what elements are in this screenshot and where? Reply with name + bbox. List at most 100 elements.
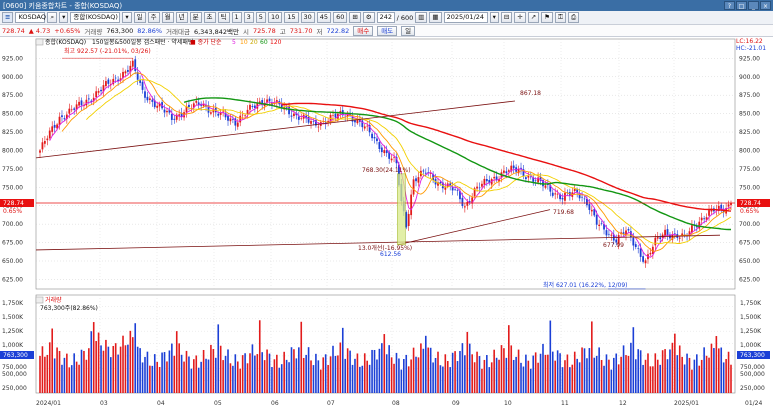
x-label-04: 04 xyxy=(157,400,165,407)
candle-body xyxy=(185,106,188,113)
candle-body xyxy=(100,89,102,92)
date-input[interactable]: 2025/01/24 xyxy=(443,12,488,23)
print-icon[interactable]: ⎙ xyxy=(567,12,580,23)
volume-bar xyxy=(661,350,664,393)
current-price: 728.74 xyxy=(2,26,25,35)
volume-bar xyxy=(85,359,88,393)
candle-body xyxy=(703,218,706,220)
volume-bar xyxy=(503,348,505,393)
candle-body xyxy=(546,184,549,186)
tab-period-week[interactable]: 주 xyxy=(147,12,160,23)
volume-bar xyxy=(285,359,288,393)
volume-bar xyxy=(363,353,366,393)
candle-body xyxy=(354,120,356,123)
candle-body xyxy=(87,98,90,100)
volume-bar xyxy=(664,349,666,393)
tab-period-month[interactable]: 월 xyxy=(161,12,174,23)
settings-icon[interactable]: ⚙ xyxy=(362,12,375,23)
tab-period-year[interactable]: 년 xyxy=(175,12,188,23)
volume-bar xyxy=(600,359,603,393)
candle-body xyxy=(119,78,122,81)
amount-value: 6,343,842백만 xyxy=(193,27,240,36)
change-percent: +0.65% xyxy=(54,26,81,35)
candle-body xyxy=(454,189,456,190)
interval-10[interactable]: 10 xyxy=(267,12,283,23)
legend-toggle-icon[interactable] xyxy=(35,38,44,46)
volume-bar xyxy=(534,352,537,393)
daily-button[interactable]: 일 xyxy=(401,25,416,36)
volume-bar xyxy=(156,361,159,393)
dec-annotation: 677.99 xyxy=(603,242,624,249)
volume-bar xyxy=(449,367,452,393)
lock-icon[interactable]: ⚿ xyxy=(555,12,566,23)
volume-bar xyxy=(437,351,439,393)
candle-body xyxy=(532,177,535,182)
candle-body xyxy=(605,230,608,236)
volume-bar xyxy=(136,346,139,393)
chevron-down-icon[interactable]: ▾ xyxy=(489,12,499,23)
restore-button[interactable]: □ xyxy=(736,1,747,10)
candle-body xyxy=(310,121,312,124)
tab-period-tick[interactable]: 틱 xyxy=(217,12,230,23)
tab-period-second[interactable]: 초 xyxy=(203,12,216,23)
interval-30[interactable]: 30 xyxy=(300,12,315,23)
candle-body xyxy=(383,150,386,154)
close-button[interactable]: × xyxy=(760,1,771,10)
buy-button[interactable]: 매수 xyxy=(353,25,374,36)
volume-bar xyxy=(539,353,542,393)
volume-bar xyxy=(654,353,657,393)
amount-label: 거래대금 xyxy=(166,27,190,36)
chevron-down-icon[interactable]: ▾ xyxy=(122,12,132,23)
volume-bar xyxy=(727,351,730,393)
volume-toggle-icon[interactable] xyxy=(35,296,44,304)
interval-3[interactable]: 3 xyxy=(243,12,254,23)
candle-body xyxy=(48,130,51,139)
interval-5[interactable]: 5 xyxy=(255,12,266,23)
bar-chart-icon[interactable]: ▥ xyxy=(415,12,428,23)
menu-icon[interactable]: ≡ xyxy=(2,12,14,23)
interval-15[interactable]: 15 xyxy=(284,12,299,23)
candle-body xyxy=(449,183,452,186)
code-input[interactable]: KOSDAQ xyxy=(15,12,46,23)
zoom-icon[interactable]: ⊞ xyxy=(349,12,361,23)
calendar-icon[interactable]: ▦ xyxy=(429,12,442,23)
price-chart[interactable]: 925.00 925.00 900.00 900.00 875.00 875.00 850.… xyxy=(0,37,773,407)
candle-body xyxy=(75,104,78,110)
minimize-button[interactable]: _ xyxy=(748,1,759,10)
candle-body xyxy=(97,91,100,93)
search-icon[interactable]: ⌕ xyxy=(47,12,58,23)
candle-body xyxy=(180,112,183,117)
candle-body xyxy=(691,225,693,233)
candle-body xyxy=(253,105,256,108)
count-input[interactable]: 242 xyxy=(376,12,395,23)
tab-period-minute[interactable]: 분 xyxy=(189,12,202,23)
volume-bar xyxy=(486,355,488,393)
candle-body xyxy=(595,215,598,225)
volume-bar xyxy=(417,357,420,393)
interval-45[interactable]: 45 xyxy=(316,12,332,23)
candle-body xyxy=(708,210,710,216)
interval-1[interactable]: 1 xyxy=(231,12,242,23)
grid-icon[interactable]: ⊟ xyxy=(500,12,513,23)
volume-bar xyxy=(698,365,701,393)
volume-bar xyxy=(385,354,388,393)
crosshair-icon[interactable]: ✛ xyxy=(514,12,526,23)
candle-body xyxy=(503,170,505,173)
volume-bar xyxy=(131,337,134,393)
candle-body xyxy=(65,114,68,119)
flag-icon[interactable]: ⚑ xyxy=(541,12,554,23)
volume-bar xyxy=(730,364,732,393)
interval-60[interactable]: 60 xyxy=(333,12,348,23)
volume-bar xyxy=(461,343,464,393)
tab-period-day[interactable]: 일 xyxy=(133,12,146,23)
candle-body xyxy=(53,124,56,128)
help-button[interactable]: ? xyxy=(724,1,735,10)
trend-icon[interactable]: ↗ xyxy=(527,12,540,23)
volume-bar xyxy=(356,353,359,393)
volume-bar xyxy=(97,332,100,393)
ma-line-120 xyxy=(281,102,732,212)
sell-button[interactable]: 매도 xyxy=(377,25,398,36)
chevron-down-icon[interactable]: ▾ xyxy=(59,12,69,23)
volume-bar xyxy=(219,345,222,393)
candle-body xyxy=(202,104,205,107)
